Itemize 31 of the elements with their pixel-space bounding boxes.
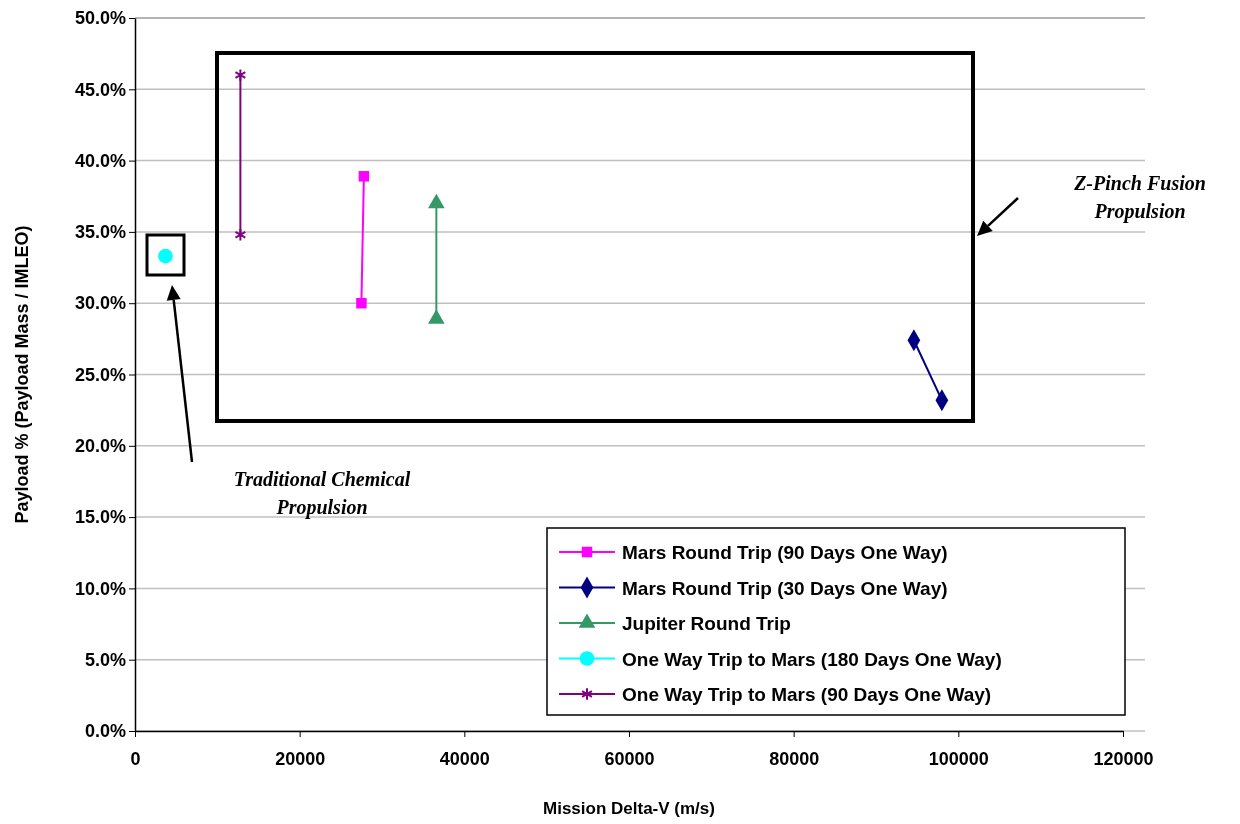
y-tick-label: 30.0% bbox=[74, 293, 126, 314]
point bbox=[356, 297, 367, 309]
point bbox=[234, 68, 247, 82]
y-tick-label: 40.0% bbox=[74, 150, 126, 171]
legend-label: One Way Trip to Mars (90 Days One Way) bbox=[622, 684, 992, 705]
annotation: Traditional Chemical Propulsion bbox=[233, 468, 411, 519]
y-tick-label: 20.0% bbox=[74, 436, 126, 457]
legend-label: Mars Round Trip (30 Days One Way) bbox=[622, 577, 948, 599]
x-tick-label: 20000 bbox=[275, 749, 326, 770]
x-tick-label: 0 bbox=[130, 749, 141, 770]
point bbox=[234, 228, 247, 242]
y-tick-label: 35.0% bbox=[74, 222, 126, 243]
y-tick-label: 50.0% bbox=[74, 8, 126, 29]
legend-label: One Way Trip to Mars (180 Days One Way) bbox=[622, 648, 1002, 670]
x-tick-label: 60000 bbox=[604, 749, 655, 770]
legend-label: Jupiter Round Trip bbox=[622, 613, 791, 634]
legend-label: Mars Round Trip (90 Days One Way) bbox=[622, 542, 948, 563]
y-tick-label: 5.0% bbox=[84, 649, 126, 670]
y-axis-title: Payload % (Payload Mass / IMLEO) bbox=[12, 225, 32, 524]
y-tick-label: 15.0% bbox=[74, 507, 126, 528]
annotation: Z-Pinch Fusion Propulsion bbox=[1073, 172, 1206, 223]
x-tick-label: 80000 bbox=[769, 749, 820, 770]
x-tick-label: 120000 bbox=[1093, 749, 1154, 770]
y-tick-label: 25.0% bbox=[74, 364, 126, 385]
x-tick-label: 100000 bbox=[928, 749, 989, 770]
y-tick-label: 0.0% bbox=[84, 721, 126, 742]
point bbox=[358, 171, 370, 182]
x-tick-label: 40000 bbox=[439, 749, 490, 770]
y-tick-label: 45.0% bbox=[74, 79, 126, 100]
y-tick-label: 10.0% bbox=[74, 578, 126, 599]
x-axis-title: Mission Delta-V (m/s) bbox=[543, 799, 715, 818]
